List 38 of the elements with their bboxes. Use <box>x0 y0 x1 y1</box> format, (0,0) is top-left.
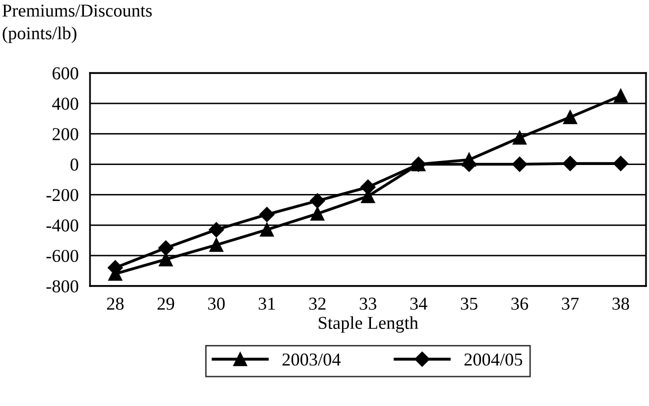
x-tick-label: 31 <box>258 298 275 310</box>
point <box>462 152 476 167</box>
point <box>158 252 173 266</box>
y-tick-label: -600 <box>46 250 78 262</box>
x-tick-label: 28 <box>107 298 124 310</box>
point <box>158 240 174 256</box>
point <box>613 156 628 172</box>
point <box>310 206 324 221</box>
x-tick-label: 38 <box>612 298 630 310</box>
y-axis-title: Premiums/Discounts (points/lb) <box>2 4 152 44</box>
point <box>208 222 224 238</box>
point <box>562 156 578 172</box>
point <box>260 222 274 237</box>
x-tick-label: 32 <box>309 298 326 310</box>
x-tick-label: 36 <box>511 298 528 310</box>
x-axis-title: Staple Length <box>318 316 418 333</box>
point <box>259 206 274 222</box>
y-tick-label: 200 <box>52 128 78 140</box>
y-tick-label: 400 <box>52 98 78 110</box>
x-tick-label: 34 <box>410 298 428 310</box>
point <box>563 110 578 124</box>
x-tick-label: 29 <box>158 298 174 310</box>
y-tick-label: 0 <box>70 158 78 171</box>
y-tick-label: 600 <box>52 67 78 80</box>
point <box>209 238 224 252</box>
legend-label: 2004/05 <box>464 353 522 366</box>
point <box>310 193 326 208</box>
x-tick-label: 35 <box>460 298 478 310</box>
x-tick-label: 30 <box>208 298 225 310</box>
point <box>512 130 527 145</box>
point <box>512 156 528 172</box>
y-tick-label: -800 <box>46 280 78 292</box>
point <box>614 88 628 103</box>
x-tick-label: 33 <box>360 298 376 310</box>
legend-label: 2003/04 <box>282 353 341 366</box>
y-tick-label: -400 <box>46 219 78 232</box>
x-tick-label: 37 <box>562 298 579 310</box>
y-tick-label: -200 <box>46 188 78 202</box>
